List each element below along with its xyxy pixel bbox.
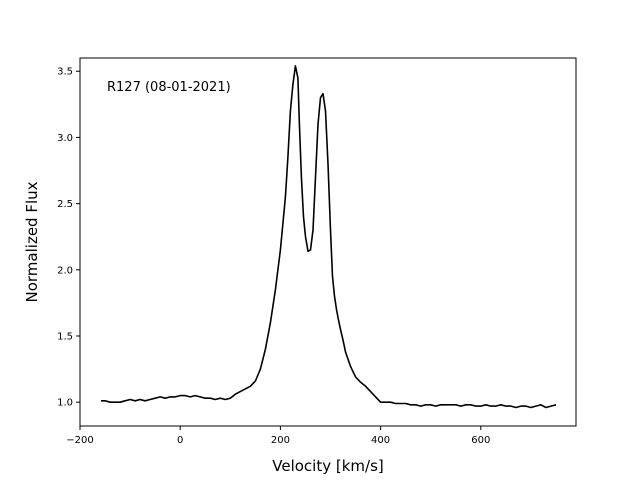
y-tick-label: 3.0	[57, 133, 73, 144]
y-tick-label: 3.5	[57, 67, 73, 78]
x-tick-label: 400	[371, 435, 390, 446]
y-axis-label: Normalized Flux	[23, 181, 41, 302]
y-tick-label: 1.5	[57, 331, 73, 342]
y-tick-label: 1.0	[57, 398, 73, 409]
x-tick-label: 600	[471, 435, 490, 446]
chart-annotation: R127 (08-01-2021)	[107, 80, 231, 95]
x-tick-label: 0	[177, 435, 183, 446]
y-tick-label: 2.0	[57, 265, 73, 276]
spectrum-line	[101, 65, 557, 409]
plot-frame	[79, 57, 577, 427]
plot-lines	[101, 65, 557, 409]
x-axis-label: Velocity [km/s]	[272, 457, 383, 475]
x-tick-label: 200	[271, 435, 290, 446]
y-tick-label: 2.5	[57, 199, 73, 210]
ticks: −200 0 200 400 600 1.0 1.5 2.0 2.5 3.0 3.5	[57, 67, 490, 446]
x-tick-label: −200	[66, 435, 93, 446]
